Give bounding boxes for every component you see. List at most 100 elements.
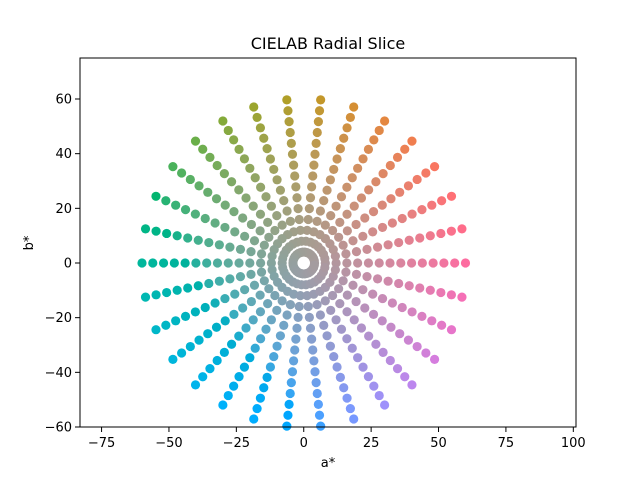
data-point <box>284 399 294 409</box>
data-point <box>180 311 191 321</box>
data-point <box>372 274 383 284</box>
data-point <box>425 231 435 241</box>
data-point <box>351 296 361 307</box>
data-point <box>283 410 293 420</box>
data-point <box>417 258 427 268</box>
data-point <box>439 258 449 268</box>
data-point <box>219 169 229 179</box>
data-point <box>377 316 387 326</box>
data-point <box>320 262 330 273</box>
data-point <box>193 281 203 291</box>
data-point <box>342 334 352 344</box>
data-point <box>263 299 273 309</box>
data-point <box>275 331 286 341</box>
x-tick-label: 25 <box>363 436 380 451</box>
data-point <box>190 307 200 317</box>
data-point <box>283 106 293 116</box>
data-point <box>255 393 266 403</box>
data-point <box>407 136 417 146</box>
data-point <box>259 240 269 250</box>
data-point <box>362 244 372 254</box>
data-point <box>403 181 414 191</box>
data-point <box>171 200 181 210</box>
data-point <box>336 192 347 202</box>
data-point <box>360 303 370 313</box>
data-point <box>360 213 370 223</box>
data-point <box>275 185 286 195</box>
data-point <box>265 362 276 372</box>
data-point <box>245 353 255 363</box>
data-point <box>252 403 262 414</box>
data-point <box>285 216 296 227</box>
data-point <box>151 325 161 335</box>
data-point <box>335 372 345 382</box>
data-point <box>194 181 204 191</box>
data-point <box>223 390 233 401</box>
data-point <box>194 335 204 345</box>
data-point <box>364 331 374 341</box>
data-point <box>378 347 388 357</box>
data-point <box>400 144 410 154</box>
data-point <box>386 194 396 204</box>
data-point <box>193 235 203 245</box>
data-point <box>291 182 301 192</box>
data-point <box>331 315 341 325</box>
data-point <box>331 258 341 268</box>
data-point <box>407 380 417 390</box>
data-point <box>256 334 266 344</box>
data-point <box>319 196 329 206</box>
data-point <box>190 209 200 219</box>
data-point <box>266 258 276 268</box>
data-point <box>212 355 222 366</box>
data-point <box>351 269 362 279</box>
data-point <box>378 169 388 179</box>
data-point <box>248 201 258 211</box>
data-point <box>259 133 269 143</box>
data-point <box>256 182 266 192</box>
data-point <box>392 152 403 162</box>
data-point <box>272 175 282 185</box>
data-point <box>319 320 329 330</box>
data-point <box>212 160 222 171</box>
data-point <box>403 335 414 345</box>
data-point <box>289 356 299 366</box>
data-point <box>203 187 213 197</box>
data-point <box>349 201 359 211</box>
data-point <box>230 227 240 237</box>
data-point <box>342 290 352 300</box>
data-point <box>358 362 368 372</box>
data-point <box>320 296 330 306</box>
data-point <box>303 214 313 225</box>
data-point <box>245 163 255 173</box>
plot-frame <box>79 57 577 428</box>
data-point <box>446 191 457 201</box>
data-point <box>302 225 312 235</box>
data-point <box>264 284 274 294</box>
data-point <box>308 171 318 181</box>
data-point <box>334 232 344 242</box>
data-point <box>285 127 295 138</box>
data-point <box>223 125 233 136</box>
data-point <box>282 421 292 431</box>
data-point <box>234 144 244 154</box>
data-point <box>229 309 239 320</box>
data-point <box>368 227 378 237</box>
data-point <box>264 232 274 242</box>
data-point <box>429 354 440 364</box>
data-point <box>345 112 355 123</box>
data-point <box>304 204 314 214</box>
y-tick-label: 60 <box>55 93 72 108</box>
data-point <box>241 323 251 333</box>
data-point <box>353 163 363 173</box>
data-point <box>345 403 355 414</box>
data-point <box>309 260 319 270</box>
data-point <box>362 272 372 282</box>
data-point <box>396 258 406 268</box>
data-point <box>377 200 387 210</box>
data-point <box>235 272 246 282</box>
y-axis-title: b* <box>22 235 37 250</box>
data-point <box>270 290 280 301</box>
data-point <box>282 95 292 105</box>
data-point <box>397 213 407 224</box>
data-point <box>161 196 171 206</box>
